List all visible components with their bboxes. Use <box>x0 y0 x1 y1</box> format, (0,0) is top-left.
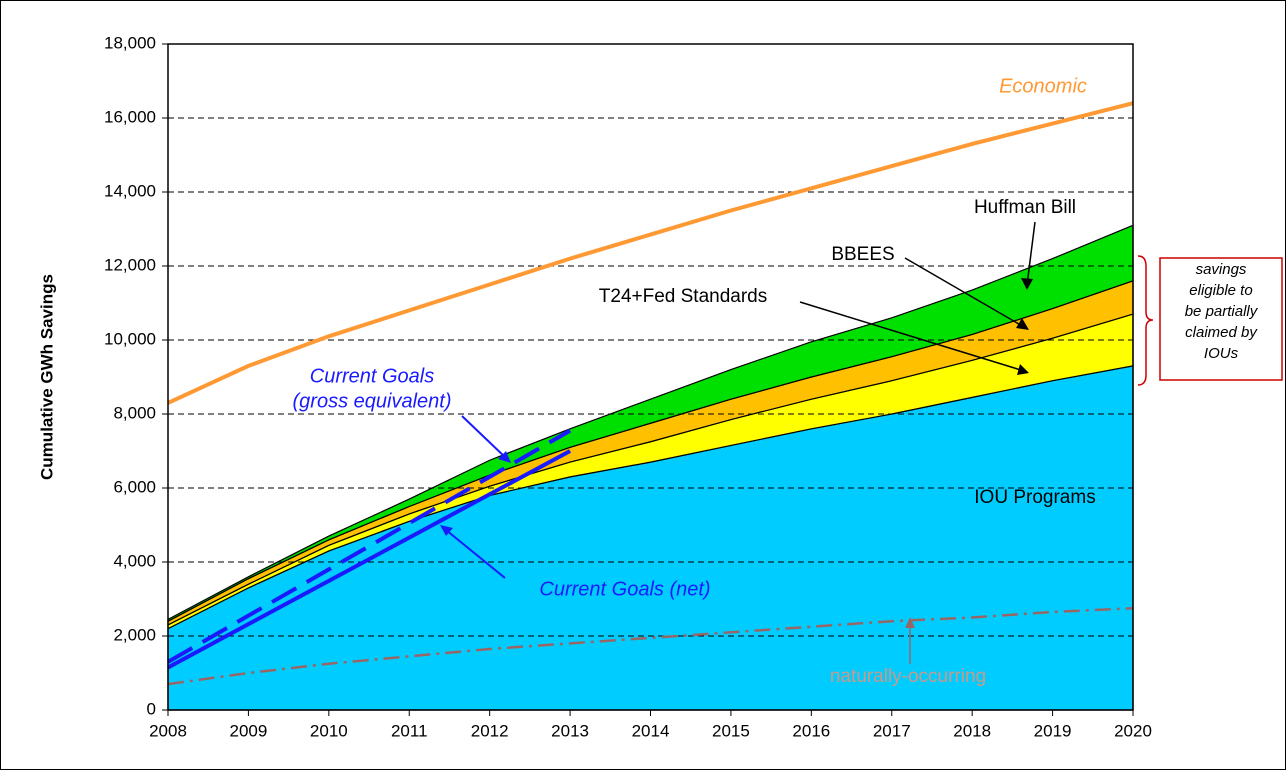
x-tick-label: 2011 <box>391 721 428 740</box>
note-text: eligible to <box>1189 282 1252 299</box>
annotation: IOU Programs <box>974 487 1095 508</box>
arrowheads <box>1016 278 1033 375</box>
line <box>167 428 572 664</box>
annotation: T24+Fed Standards <box>599 286 767 307</box>
y-tick-label: 0 <box>147 699 156 718</box>
y-tick-label: 10,000 <box>104 329 156 348</box>
y-axis-label: Cumulative GWh Savings <box>37 274 56 480</box>
arrowhead <box>498 451 511 463</box>
x-tick-label: 2017 <box>873 721 911 740</box>
annotations: Economic Huffman Bill BBEES T24+Fed Standar… <box>293 75 1283 687</box>
x-tick-label: 2014 <box>632 721 670 740</box>
y-tick-label: 2,000 <box>113 625 156 644</box>
arrowhead <box>440 525 453 536</box>
annotation: Huffman Bill <box>974 197 1076 218</box>
arrows <box>799 221 1036 372</box>
x-tick-label: 2020 <box>1114 721 1152 740</box>
y-tick-label: 18,000 <box>104 33 156 52</box>
y-tick-label: 8,000 <box>113 403 156 422</box>
note-text: savings <box>1196 261 1247 278</box>
y-tick-label: 16,000 <box>104 107 156 126</box>
annotation: Current Goals <box>310 365 435 387</box>
x-tick-label: 2018 <box>953 721 991 740</box>
x-tick-label: 2009 <box>230 721 268 740</box>
x-tick-label: 2013 <box>551 721 589 740</box>
x-tick-label: 2012 <box>471 721 509 740</box>
line <box>167 101 1134 405</box>
note-box <box>1159 257 1283 381</box>
line <box>167 449 572 670</box>
x-tick-label: 2016 <box>792 721 830 740</box>
annotation: Economic <box>999 75 1087 97</box>
annotation: (gross equivalent) <box>293 390 452 412</box>
plot: 0 2,000 4,000 6,000 8,000 10,000 12,000 14,000 1… <box>104 33 1152 740</box>
y-tick-label: 14,000 <box>104 181 156 200</box>
note-text: be partially <box>1185 303 1259 320</box>
y-tick-label: 4,000 <box>113 551 156 570</box>
arrow <box>461 415 507 459</box>
note-text: claimed by <box>1185 324 1258 341</box>
line <box>167 607 1134 686</box>
arrowhead <box>905 617 915 628</box>
arrow <box>445 529 506 579</box>
y-tick-label: 12,000 <box>104 255 156 274</box>
annotation: naturally-occurring <box>830 666 986 687</box>
x-tick-label: 2010 <box>310 721 348 740</box>
note-text: IOUs <box>1204 345 1239 362</box>
plot-border <box>167 43 1134 711</box>
annotation: Current Goals (net) <box>539 578 710 600</box>
x-tick-label: 2019 <box>1034 721 1072 740</box>
bracket <box>1137 255 1154 386</box>
y-tick-label: 6,000 <box>113 477 156 496</box>
x-tick-label: 2008 <box>149 721 187 740</box>
x-tick-label: 2015 <box>712 721 750 740</box>
annotation: BBEES <box>831 244 894 265</box>
